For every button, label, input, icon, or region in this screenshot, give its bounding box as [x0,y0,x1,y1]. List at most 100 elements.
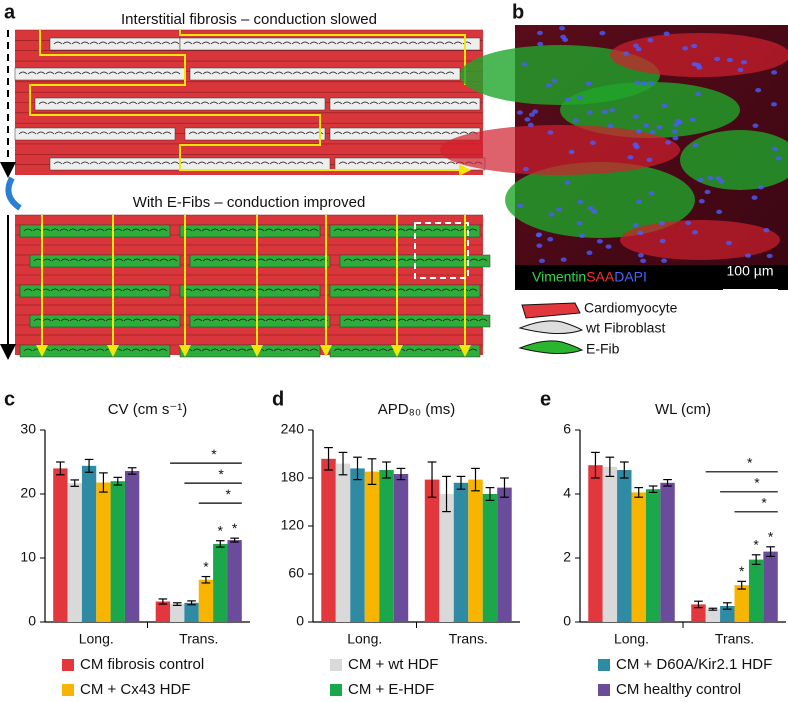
fiber [296,161,306,165]
fiber [54,71,64,75]
fiber [59,288,69,292]
fiber [238,258,248,262]
bar [720,606,735,622]
significance-star: * [768,529,774,545]
fiber [202,258,212,262]
micrograph [440,25,788,290]
fiber [410,161,420,165]
fiber [256,71,266,75]
fiber [62,161,72,165]
fiber [274,258,284,262]
fibroblast-icon [518,320,584,334]
fiber [228,228,238,232]
fiber [137,101,147,105]
fiber [265,318,275,322]
chart-title: CV (cm s⁻¹) [108,401,188,418]
nucleus [766,253,773,259]
strip [34,97,326,111]
fiber [392,161,402,165]
fiber [409,71,419,75]
fiber [418,71,428,75]
fiber [149,288,159,292]
fiber [387,288,397,292]
fiber [153,71,163,75]
fiber [170,41,180,45]
fiber [197,161,207,165]
fiber [23,228,33,232]
bar [335,463,351,622]
fiber [405,101,415,105]
fiber [42,318,52,322]
nucleus [685,220,692,226]
fiber [468,288,478,292]
fiber [328,71,338,75]
fiber [342,288,352,292]
fiber [233,161,243,165]
bar [424,479,440,622]
nucleus [591,209,598,214]
strip [184,127,326,141]
fiber [260,161,270,165]
nucleus [560,257,567,262]
fiber [360,228,370,232]
fiber [54,131,64,135]
nucleus [682,46,689,51]
significance-star: * [761,495,767,511]
fiber [351,101,361,105]
fiber [370,258,380,262]
fiber [264,41,274,45]
x-tick-label: Long. [614,631,649,647]
nucleus [586,110,593,115]
fiber [228,288,238,292]
fiber [342,228,352,232]
nucleus [632,142,639,147]
fiber [201,348,211,352]
fiber [114,318,124,322]
fiber [365,161,375,165]
fiber [342,131,352,135]
fiber [74,101,84,105]
fiber [364,71,374,75]
fiber [419,161,429,165]
fiber [146,101,156,105]
fiber [141,318,151,322]
fiber [86,348,96,352]
fiber [188,161,198,165]
fiber [168,258,178,262]
fiber [265,258,275,262]
fiber [193,258,203,262]
fiber [396,131,406,135]
fiber [242,161,252,165]
strip [189,67,461,81]
fiber [274,318,284,322]
nucleus [745,253,752,258]
bar [393,474,409,622]
fiber [202,71,212,75]
fiber [182,101,192,105]
nucleus [649,130,656,135]
fiber [117,71,127,75]
nucleus [659,238,666,244]
stain-label: Vimentin [532,269,586,285]
fiber [101,101,111,105]
fiber [468,228,478,232]
fiber [310,71,320,75]
fiber [50,288,60,292]
fiber [47,101,57,105]
fiber [209,101,219,105]
fiber [237,228,247,232]
bar [184,602,199,622]
fiber [406,318,416,322]
fiber [149,348,159,352]
x-tick-label: Trans. [179,631,218,647]
fiber [255,41,265,45]
fiber [113,228,123,232]
y-tick-label: 6 [563,421,571,437]
y-tick-label: 180 [281,469,305,485]
nucleus [634,80,641,85]
fiber [87,318,97,322]
fiber [352,318,362,322]
fiber [229,71,239,75]
fiber [206,161,216,165]
nucleus [725,240,732,246]
